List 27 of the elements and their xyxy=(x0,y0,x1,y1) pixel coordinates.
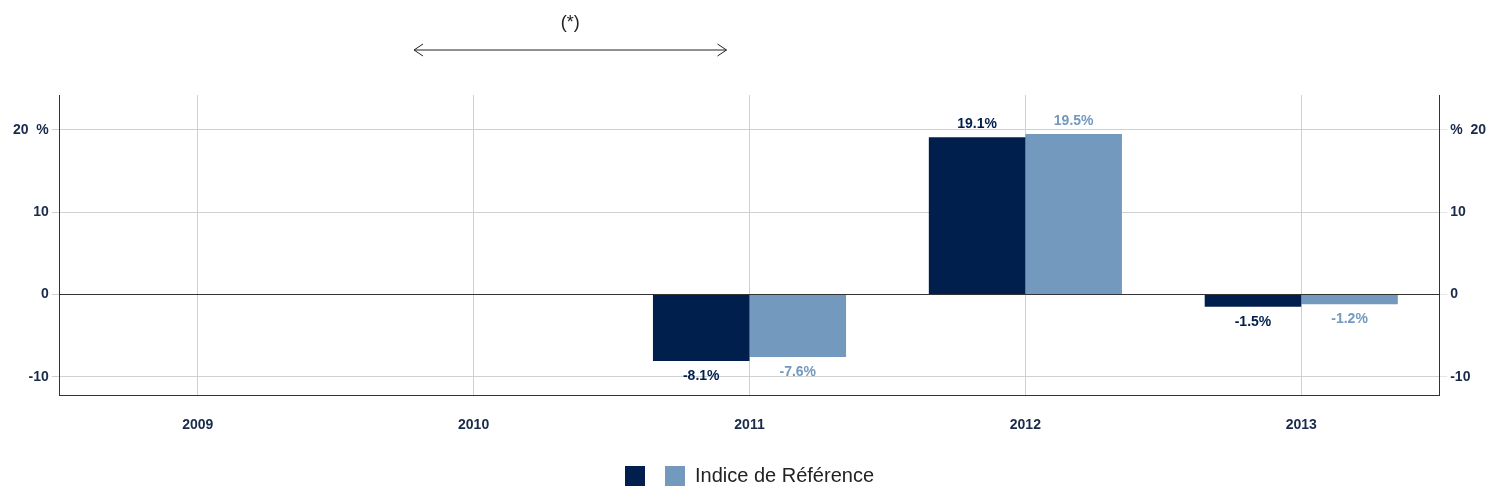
y-tick-label: -10 xyxy=(28,367,50,384)
legend-label: Indice de Référence xyxy=(695,463,875,486)
bar xyxy=(652,294,750,362)
y2-tick-label: 10 xyxy=(1450,203,1466,220)
bar xyxy=(1025,134,1122,294)
bar xyxy=(928,137,1026,294)
data-label: -7.6% xyxy=(779,362,817,379)
y2-tick-label: 0 xyxy=(1450,285,1459,302)
bar xyxy=(749,294,847,357)
x-tick-label: 2009 xyxy=(182,416,214,433)
data-label: 19.5% xyxy=(1053,111,1095,128)
text: (*) xyxy=(560,12,580,33)
y-tick-label: 20 % xyxy=(12,120,50,137)
data-label: 19.1% xyxy=(957,115,998,132)
x-tick-label: 2010 xyxy=(458,416,490,433)
x-tick-label: 2011 xyxy=(734,416,765,433)
y2-tick-label: % 20 xyxy=(1450,120,1487,137)
y-tick-label: 10 xyxy=(33,203,50,220)
y2-tick-label: -10 xyxy=(1450,367,1471,384)
y-tick-label: 0 xyxy=(41,285,49,302)
data-label: -8.1% xyxy=(682,366,721,383)
data-label: -1.2% xyxy=(1331,310,1369,327)
x-tick-label: 2012 xyxy=(1009,416,1042,433)
x-tick-label: 2013 xyxy=(1285,416,1318,433)
data-label: -1.5% xyxy=(1234,312,1272,329)
bar xyxy=(1204,294,1302,307)
bar xyxy=(1301,294,1398,305)
